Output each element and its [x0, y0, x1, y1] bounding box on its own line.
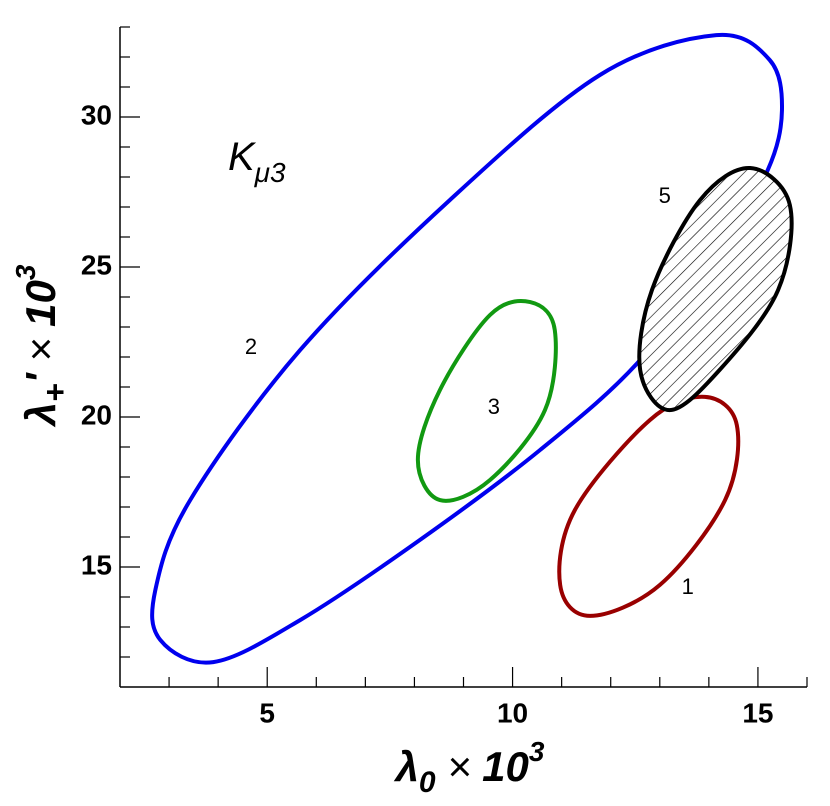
x-tick-label: 10 — [497, 697, 528, 728]
x-axis-title: λ0 × 103 — [394, 736, 545, 799]
y-tick-label: 25 — [81, 249, 112, 280]
x-tick-label: 15 — [742, 697, 773, 728]
annotation: Kμ3 — [228, 135, 286, 189]
contour — [637, 166, 794, 413]
contour-label: 5 — [659, 183, 671, 208]
y-tick-label: 15 — [81, 549, 112, 580]
y-axis-title: λ+'×103 — [10, 264, 73, 427]
y-tick-label: 20 — [81, 399, 112, 430]
contour-label: 2 — [245, 334, 257, 359]
contour — [557, 394, 741, 618]
annotation-main: K — [228, 135, 257, 179]
contour-label: 3 — [488, 394, 500, 419]
contour-label: 1 — [682, 574, 694, 599]
y-tick-label: 30 — [81, 99, 112, 130]
contour — [415, 299, 558, 503]
annotation-sub: μ3 — [254, 157, 286, 188]
x-tick-label: 5 — [259, 697, 275, 728]
